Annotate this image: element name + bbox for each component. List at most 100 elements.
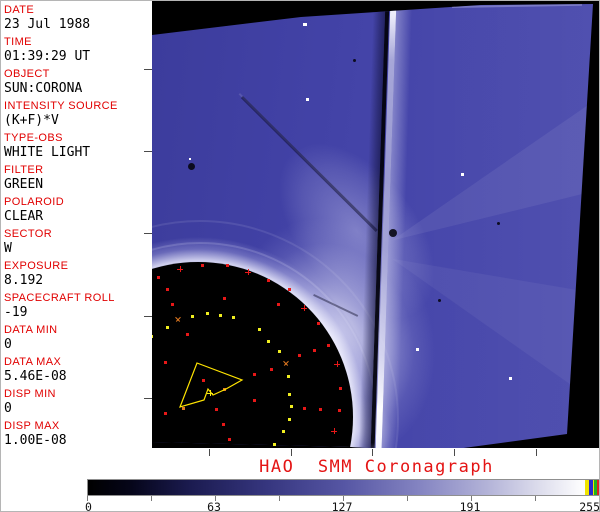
intensity-colorbar (87, 479, 599, 496)
fiducial-dot (287, 375, 290, 378)
fiducial-dot (288, 393, 291, 396)
fiducial-plus (301, 305, 307, 311)
field-label: DATA MIN (4, 324, 58, 336)
colorbar-gradient (88, 480, 599, 495)
field-label: FILTER (4, 164, 44, 176)
field-label: OBJECT (4, 68, 50, 80)
white-speck (303, 23, 307, 26)
fiducial-dot (186, 333, 189, 336)
field-label: DATE (4, 4, 35, 16)
fiducial-dot (226, 264, 229, 267)
fiducial-dot (267, 340, 270, 343)
fiducial-dot (232, 316, 235, 319)
metadata-panel: DATE 23 Jul 1988 TIME 01:39:29 UT OBJECT SUN:… (1, 1, 152, 511)
fiducial-dot (313, 349, 316, 352)
fiducial-dot (182, 407, 185, 410)
field-value: 1.00E-08 (4, 433, 67, 448)
image-axis-tick-bottom (536, 449, 537, 456)
metadata-field: DATA MIN 0 (4, 324, 58, 352)
dark-speck (497, 222, 500, 225)
fiducial-dot (219, 314, 222, 317)
colorbar-stripe (594, 480, 597, 495)
colorbar-tick (471, 496, 472, 501)
fiducial-plus (207, 390, 213, 396)
exposure-frame (152, 4, 593, 448)
fiducial-dot (202, 379, 205, 382)
white-speck (416, 348, 419, 351)
fiducial-dot (191, 315, 194, 318)
colorbar-tick (407, 496, 408, 501)
fiducial-dot (157, 276, 160, 279)
image-axis-tick-bottom (454, 449, 455, 456)
colorbar-tick (215, 496, 216, 501)
metadata-field: OBJECT SUN:CORONA (4, 68, 82, 96)
colorbar-tick-label: 127 (331, 500, 353, 512)
field-value: 01:39:29 UT (4, 49, 91, 64)
white-speck (509, 377, 512, 380)
fiducial-dot (164, 361, 167, 364)
metadata-field: EXPOSURE 8.192 (4, 260, 68, 288)
fiducial-dot (282, 430, 285, 433)
dark-speck (438, 299, 441, 302)
field-label: DISP MIN (4, 388, 56, 400)
colorbar-tick (535, 496, 536, 501)
coronagraph-image (152, 1, 599, 448)
fiducial-dot (228, 438, 231, 441)
fiducial-dot (152, 335, 153, 338)
metadata-field: DATE 23 Jul 1988 (4, 4, 90, 32)
fiducial-dot (171, 303, 174, 306)
colorbar-tick (343, 496, 344, 501)
white-speck (189, 158, 191, 160)
fiducial-dot (338, 409, 341, 412)
fiducial-dot (258, 328, 261, 331)
image-axis-tick-bottom (291, 449, 292, 456)
dark-speck (389, 229, 397, 237)
field-label: SPACECRAFT ROLL (4, 292, 115, 304)
fiducial-plus (331, 428, 337, 434)
fiducial-dot (253, 373, 256, 376)
specks-layer (152, 4, 593, 448)
field-label: TIME (4, 36, 32, 48)
colorbar-tick (279, 496, 280, 501)
fiducial-dot (317, 322, 320, 325)
field-value: 0 (4, 401, 12, 416)
fiducial-dot (201, 264, 204, 267)
fiducial-dot (288, 418, 291, 421)
metadata-field: TYPE-OBS WHITE LIGHT (4, 132, 90, 160)
fiducial-dot (164, 412, 167, 415)
metadata-field: POLAROID CLEAR (4, 196, 64, 224)
field-value: 0 (4, 337, 12, 352)
field-label: POLAROID (4, 196, 65, 208)
fiducial-dot (206, 312, 209, 315)
fiducial-plus (177, 266, 183, 272)
fiducial-dot (215, 408, 218, 411)
field-label: TYPE-OBS (4, 132, 63, 144)
field-value: -19 (4, 305, 28, 320)
metadata-field: FILTER GREEN (4, 164, 43, 192)
fiducial-dot (253, 399, 256, 402)
field-value: WHITE LIGHT (4, 145, 91, 160)
fiducial-dot (339, 387, 342, 390)
colorbar-end-stripes (585, 480, 599, 495)
image-axis-tick-bottom (209, 449, 210, 456)
field-value: CLEAR (4, 209, 44, 224)
colorbar-stripe (589, 480, 593, 495)
colorbar-stripe (597, 480, 599, 495)
white-speck (306, 98, 309, 101)
field-label: EXPOSURE (4, 260, 69, 272)
field-value: GREEN (4, 177, 44, 192)
fiducial-dot (166, 288, 169, 291)
fiducial-dot (278, 350, 281, 353)
fiducial-dot (327, 344, 330, 347)
fiducial-dot (290, 405, 293, 408)
field-value: (K+F)*V (4, 113, 59, 128)
field-value: 23 Jul 1988 (4, 17, 91, 32)
fiducial-dot (222, 423, 225, 426)
field-value: SUN:CORONA (4, 81, 83, 96)
fiducial-marks (152, 1, 599, 448)
page-title: HAO SMM Coronagraph (259, 457, 494, 477)
metadata-field: SPACECRAFT ROLL -19 (4, 292, 115, 320)
fiducial-dot (166, 326, 169, 329)
colorbar-tick-label: 255 (579, 500, 600, 512)
